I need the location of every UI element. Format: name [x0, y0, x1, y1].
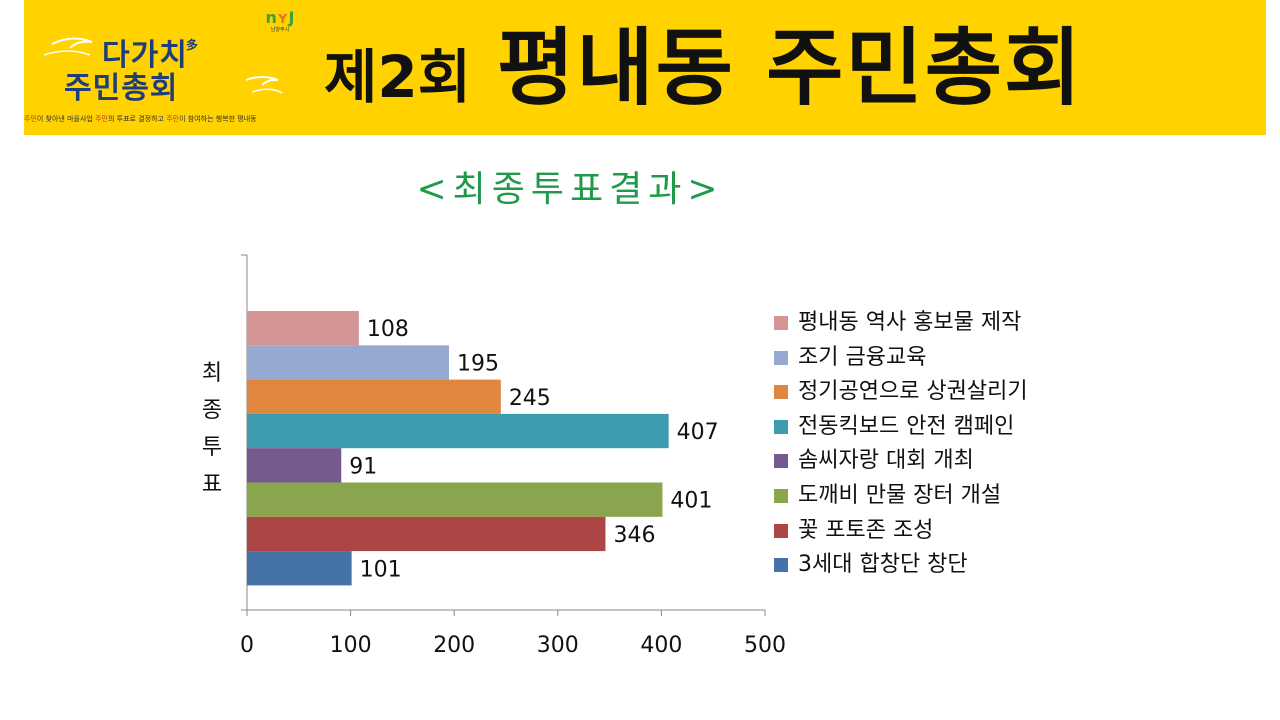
legend-swatch: [774, 523, 788, 538]
banner-title-prefix: 제2회: [324, 43, 472, 111]
legend-label: 조기 금융교육: [798, 344, 927, 370]
bar-value-label: 346: [613, 523, 655, 548]
banner-title: 제2회 평내동 주민총회: [324, 16, 1254, 121]
logo-tagline: 주민이 찾아낸 마을사업 주민의 투표로 결정하고 주민이 참여하는 행복한 평…: [24, 114, 257, 124]
legend-swatch: [774, 488, 788, 503]
tagline-part: 이 참여하는 행복한 평내동: [179, 115, 257, 123]
city-logo: nʏJ 남양주시: [262, 10, 298, 36]
header-banner: 다가치多 주민총회 주민이 찾아낸 마을사업 주민의 투표로 결정하고 주민이 …: [24, 0, 1266, 135]
banner-title-main: 평내동 주민총회: [497, 19, 1084, 117]
legend-label: 정기공연으로 상권살리기: [798, 379, 1028, 405]
bar-value-label: 91: [349, 454, 377, 479]
tagline-part: 이 찾아낸 마을사업: [36, 115, 96, 123]
tagline-part: 주민: [95, 115, 108, 123]
legend-swatch: [774, 316, 788, 330]
logo-mark: 多: [185, 38, 199, 52]
y-axis-label-char: 투: [201, 435, 223, 460]
legend-label: 꽃 포토존 조성: [798, 517, 934, 543]
x-tick-label: 200: [433, 633, 475, 658]
bar-value-label: 195: [457, 351, 499, 376]
city-logo-caption: 남양주시: [270, 27, 290, 33]
x-tick-label: 400: [640, 633, 682, 658]
bar: [247, 516, 606, 552]
bar: [247, 482, 663, 517]
legend-swatch: [774, 419, 788, 434]
tagline-part: 의 투표로 결정하고: [107, 115, 167, 123]
x-tick-label: 0: [240, 633, 254, 658]
legend-swatch: [774, 350, 788, 365]
legend-label: 솜씨자랑 대회 개최: [798, 448, 974, 474]
x-tick-label: 100: [330, 633, 372, 658]
tagline-part: 주민: [166, 115, 180, 123]
x-tick-label: 300: [537, 633, 579, 658]
bar: [247, 413, 669, 449]
legend-label: 도깨비 만물 장터 개설: [798, 482, 1002, 508]
bar: [247, 448, 342, 483]
swirl-decoration-icon: [43, 37, 283, 94]
legend-swatch: [774, 454, 788, 469]
legend-swatch: [774, 558, 788, 573]
city-logo-mark-icon: nʏJ: [265, 8, 295, 27]
bar-value-label: 101: [360, 557, 402, 582]
bar: [247, 311, 359, 346]
page-subtitle: <최종투표결과>: [416, 169, 724, 210]
legend-label: 전동킥보드 안전 캠페인: [798, 413, 1015, 439]
legend-swatch: [774, 385, 788, 400]
legend-label: 평내동 역사 홍보물 제작: [798, 310, 1022, 335]
y-axis-label-char: 종: [201, 398, 223, 423]
bar: [247, 551, 352, 586]
x-tick-label: 500: [744, 633, 786, 658]
bar: [247, 345, 450, 380]
bar-value-label: 245: [509, 386, 551, 411]
event-logo: 다가치多 주민총회 주민이 찾아낸 마을사업 주민의 투표로 결정하고 주민이 …: [24, 0, 309, 135]
legend-label: 3세대 합창단 창단: [798, 552, 968, 578]
tagline-part: 주민: [24, 115, 37, 123]
bar-value-label: 407: [677, 420, 719, 445]
logo-line1: 다가치: [102, 38, 188, 73]
bar-value-label: 108: [367, 317, 409, 342]
logo-line2: 주민총회: [64, 71, 179, 106]
y-axis-label-char: 표: [201, 472, 223, 497]
bar: [247, 379, 501, 414]
bar-value-label: 401: [670, 489, 712, 514]
y-axis-label-char: 최: [201, 361, 223, 386]
